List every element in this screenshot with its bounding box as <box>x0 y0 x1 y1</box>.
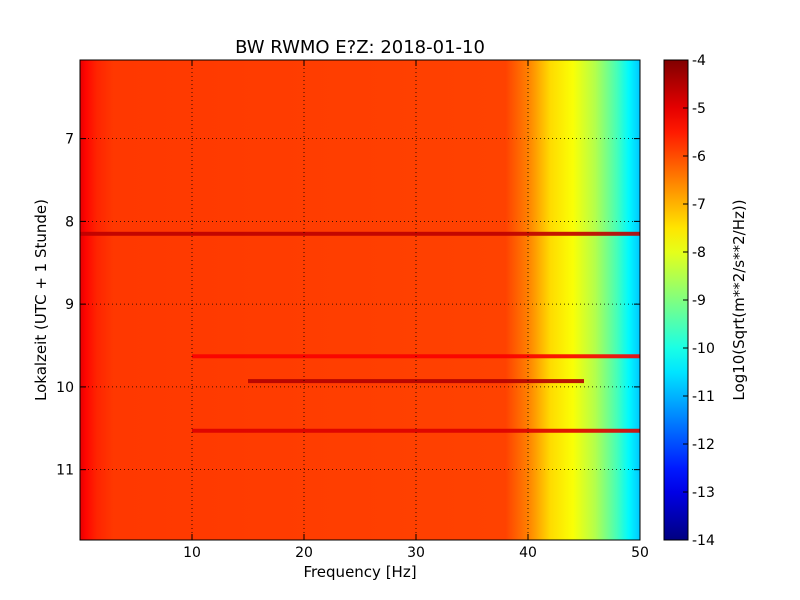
spectral-band <box>248 379 584 384</box>
colorbar-tick-label: -8 <box>692 245 706 261</box>
x-tick-label: 10 <box>183 545 201 561</box>
spectral-band <box>192 428 640 433</box>
y-axis-ticks: 7 8 9 10 11 <box>56 132 640 479</box>
colorbar-label: Log10(Sqrt(m**2/s**2/Hz)) <box>730 199 748 400</box>
colorbar-tick-label: -9 <box>692 293 706 309</box>
x-tick-label: 30 <box>407 545 425 561</box>
x-tick-label: 20 <box>295 545 313 561</box>
colorbar-tick-label: -7 <box>692 197 706 213</box>
colorbar-tick-label: -11 <box>692 389 715 405</box>
spectrogram-background <box>80 60 640 540</box>
y-tick-label: 7 <box>65 132 74 148</box>
y-tick-label: 11 <box>56 463 74 479</box>
plot-frame <box>79 59 641 541</box>
x-tick-label: 50 <box>631 545 649 561</box>
colorbar-tick-label: -12 <box>692 437 715 453</box>
x-axis-label: Frequency [Hz] <box>303 563 416 581</box>
x-tick-label: 40 <box>519 545 537 561</box>
chart-title: BW RWMO E?Z: 2018-01-10 <box>235 37 485 58</box>
y-tick-label: 9 <box>65 297 74 313</box>
x-axis-ticks: 10 20 30 40 50 <box>183 60 649 561</box>
y-axis-label: Lokalzeit (UTC + 1 Stunde) <box>32 199 50 401</box>
spectral-band <box>80 231 640 236</box>
y-tick-label: 10 <box>56 380 74 396</box>
colorbar-tick-label: -5 <box>692 101 706 117</box>
colorbar-ticks: -4 -5 -6 -7 -8 -9 -10 -11 -12 -13 -14 <box>683 53 715 549</box>
y-tick-label: 8 <box>65 214 74 230</box>
grid-lines <box>80 60 640 540</box>
colorbar-tick-label: -13 <box>692 485 715 501</box>
plot-area <box>80 60 640 540</box>
colorbar-tick-label: -14 <box>692 533 715 549</box>
colorbar-tick-label: -6 <box>692 149 706 165</box>
colorbar-tick-label: -10 <box>692 341 715 357</box>
colorbar-tick-label: -4 <box>692 53 706 69</box>
